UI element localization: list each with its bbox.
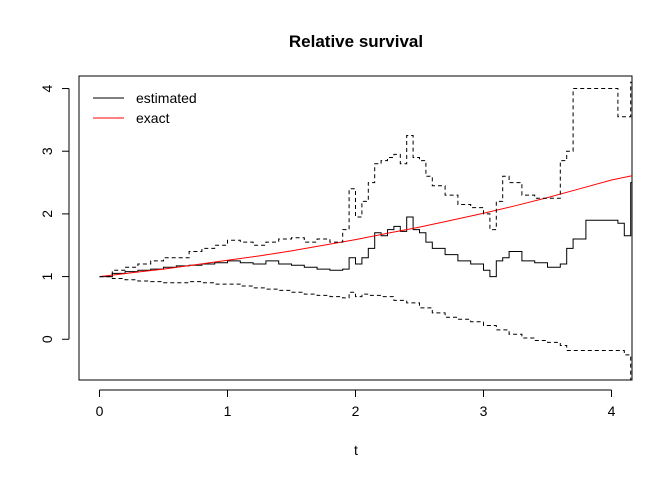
series-band-3 (99, 276, 632, 380)
y-tick-label: 4 (39, 84, 55, 92)
legend-label-exact: exact (136, 110, 170, 126)
x-axis: 0 1 2 3 4 (96, 389, 616, 419)
y-tick-label: 3 (39, 147, 55, 155)
legend-label-estimated: estimated (136, 90, 197, 106)
y-tick-label: 0 (39, 335, 55, 343)
x-tick-label: 3 (480, 403, 488, 419)
series-layer (99, 81, 632, 380)
series-estimated (99, 182, 632, 278)
x-tick-label: 4 (608, 403, 616, 419)
x-tick-label: 1 (224, 403, 232, 419)
y-tick-label: 2 (39, 210, 55, 218)
y-tick-label: 1 (39, 272, 55, 280)
chart-title: Relative survival (289, 32, 423, 51)
x-tick-label: 0 (96, 403, 104, 419)
series-exact (99, 175, 632, 278)
plot-frame (78, 75, 633, 381)
y-axis: 0 1 2 3 4 (39, 84, 70, 343)
legend: estimated exact (93, 90, 197, 126)
x-tick-label: 2 (352, 403, 360, 419)
x-axis-label: t (354, 442, 358, 458)
series-band-2 (99, 81, 632, 278)
